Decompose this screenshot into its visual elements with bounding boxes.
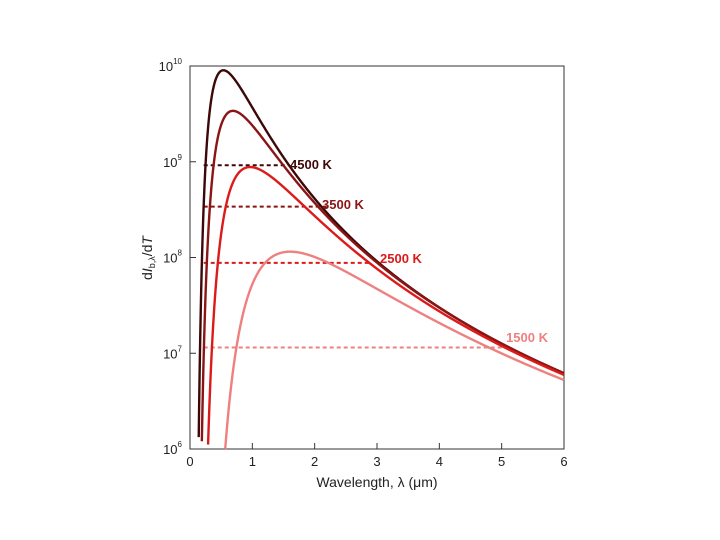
series-line — [206, 165, 565, 445]
series-label: 3500 K — [322, 197, 365, 212]
series-line — [200, 109, 565, 442]
x-tick-label: 0 — [186, 454, 193, 469]
x-axis: 0 1 2 3 4 5 6 — [186, 443, 568, 469]
series-label: 1500 K — [506, 330, 549, 345]
y-tick-label: 1010 — [159, 57, 183, 74]
x-tick-label: 5 — [498, 454, 505, 469]
y-axis-title: dIb,λ/dT — [139, 235, 157, 280]
series-line — [224, 250, 565, 451]
series-label: 2500 K — [380, 251, 423, 266]
x-tick-label: 4 — [436, 454, 443, 469]
y-tick-label: 106 — [163, 440, 182, 457]
y-axis: 106 107 108 109 1010 — [159, 57, 196, 457]
y-tick-label: 107 — [163, 344, 182, 361]
x-axis-title: Wavelength, λ (μm) — [316, 474, 437, 490]
x-tick-label: 1 — [249, 454, 256, 469]
x-tick-label: 6 — [560, 454, 567, 469]
series-label: 4500 K — [290, 157, 333, 172]
y-tick-label: 109 — [163, 153, 182, 170]
dashed-level-lines — [203, 164, 502, 349]
series-labels: 4500 K 3500 K 2500 K 1500 K — [290, 157, 549, 345]
series-curves — [197, 69, 565, 451]
plot-frame — [189, 65, 565, 450]
y-tick-label: 108 — [163, 249, 182, 266]
x-tick-label: 3 — [373, 454, 380, 469]
x-tick-label: 2 — [311, 454, 318, 469]
